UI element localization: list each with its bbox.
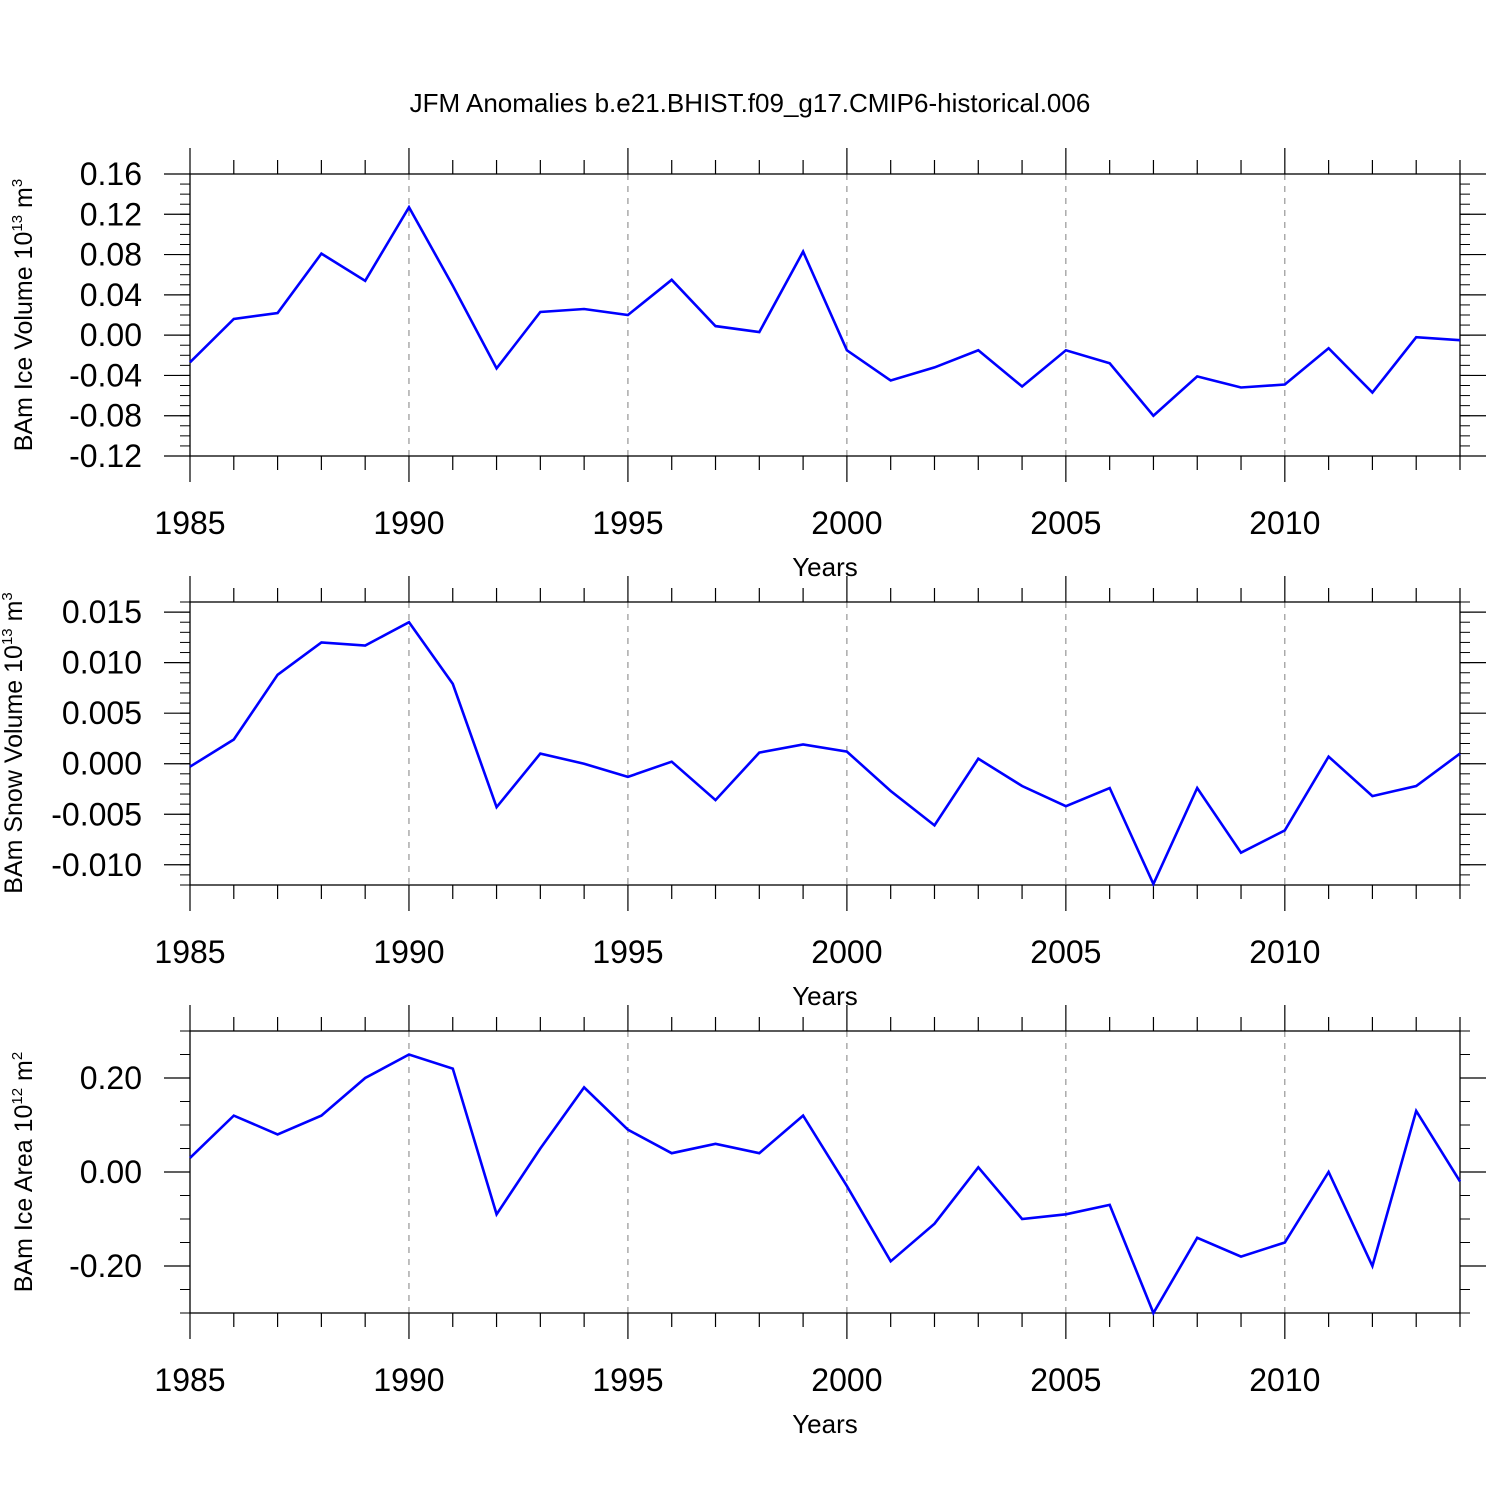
x-axis-label: Years	[792, 1409, 858, 1439]
panel-ice-area: 1985 1990 1995 2000 2005 2010 Years 0.20 0.00 -0.…	[9, 1005, 1486, 1439]
panel-snow-volume: 1985 1990 1995 2000 2005 2010 Years 0.015 0.010 0…	[0, 576, 1486, 1011]
y-tick-label: 0.08	[80, 237, 142, 273]
series-line	[189, 204, 1461, 418]
y-tick-label: -0.04	[69, 357, 142, 393]
x-axis-label: Years	[792, 552, 858, 582]
x-tick-label: 2005	[1030, 505, 1101, 541]
x-tick-label: 2000	[811, 934, 882, 970]
x-tick-label: 1990	[373, 934, 444, 970]
x-tick-label: 2005	[1030, 1362, 1101, 1398]
x-tick-label: 2000	[811, 1362, 882, 1398]
x-tick-label: 2000	[811, 505, 882, 541]
y-tick-label: 0.000	[62, 746, 142, 782]
x-tick-label: 1995	[592, 934, 663, 970]
x-tick-label: 1990	[373, 505, 444, 541]
x-tick-label: 1985	[154, 934, 225, 970]
y-axis-label: BAm Ice Area 1012 m2	[9, 1052, 38, 1292]
y-axis-label: BAm Ice Volume 1013 m3	[9, 179, 38, 451]
panel-ice-volume: 1985 1990 1995 2000 2005 2010 Years 0.16 0.12 0.0…	[9, 148, 1486, 582]
y-tick-label: -0.005	[51, 796, 142, 832]
x-tick-label: 1985	[154, 1362, 225, 1398]
x-axis-label: Years	[792, 981, 858, 1011]
y-tick-label: 0.010	[62, 645, 142, 681]
y-tick-label: 0.015	[62, 594, 142, 630]
chart-title: JFM Anomalies b.e21.BHIST.f09_g17.CMIP6-…	[410, 88, 1091, 118]
plot-frame	[189, 1030, 1461, 1314]
plot-frame	[189, 601, 1461, 886]
y-tick-label: -0.08	[69, 398, 142, 434]
series-line	[189, 1053, 1462, 1316]
series-line	[189, 620, 1461, 888]
y-tick-label: -0.20	[69, 1248, 142, 1284]
x-tick-label: 1995	[592, 505, 663, 541]
y-tick-label: 0.00	[80, 1154, 142, 1190]
x-tick-label: 2010	[1249, 505, 1320, 541]
y-tick-label: -0.12	[69, 438, 142, 474]
y-axis-label: BAm Snow Volume 1013 m3	[0, 592, 28, 894]
y-tick-label: -0.010	[51, 847, 142, 883]
x-tick-label: 2005	[1030, 934, 1101, 970]
y-tick-label: 0.12	[80, 196, 142, 232]
y-tick-label: 0.00	[80, 317, 142, 353]
x-tick-label: 1990	[373, 1362, 444, 1398]
y-tick-label: 0.04	[80, 277, 142, 313]
y-tick-label: 0.20	[80, 1060, 142, 1096]
x-tick-label: 1985	[154, 505, 225, 541]
plot-frame	[189, 173, 1461, 457]
y-tick-label: 0.005	[62, 695, 142, 731]
x-tick-label: 2010	[1249, 1362, 1320, 1398]
y-tick-label: 0.16	[80, 156, 142, 192]
x-tick-label: 1995	[592, 1362, 663, 1398]
x-tick-label: 2010	[1249, 934, 1320, 970]
